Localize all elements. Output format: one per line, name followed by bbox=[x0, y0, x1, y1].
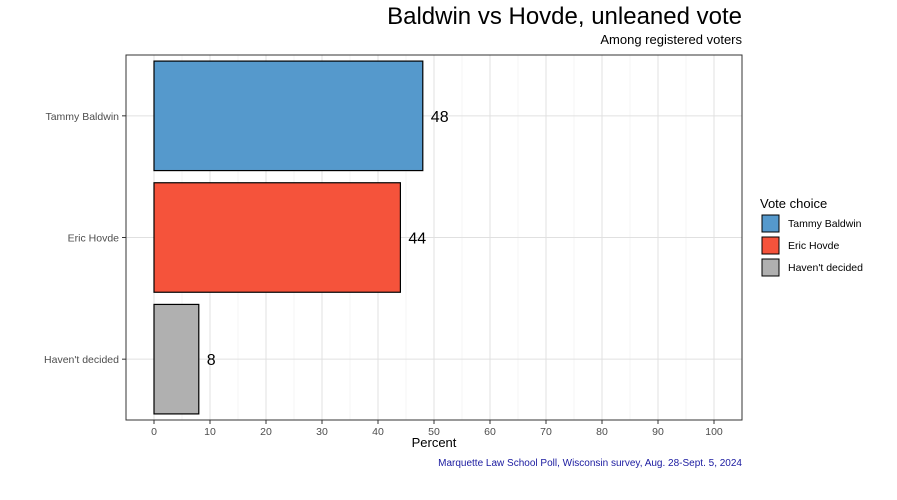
data-label: 44 bbox=[408, 231, 426, 248]
y-tick-label: Eric Hovde bbox=[68, 233, 120, 245]
x-tick-label: 90 bbox=[652, 426, 664, 438]
x-tick-label: 20 bbox=[260, 426, 272, 438]
x-tick-label: 80 bbox=[596, 426, 608, 438]
x-tick-label: 0 bbox=[151, 426, 157, 438]
x-tick-label: 70 bbox=[540, 426, 552, 438]
legend-swatch bbox=[761, 258, 780, 277]
chart-title: Baldwin vs Hovde, unleaned vote bbox=[387, 3, 742, 30]
bars bbox=[153, 60, 424, 415]
bar-eric-hovde bbox=[153, 182, 401, 293]
x-axis-ticks: 0 10 20 30 40 50 60 70 80 90 100 bbox=[151, 420, 723, 438]
bar-tammy-baldwin bbox=[153, 60, 424, 172]
legend-swatch bbox=[761, 214, 780, 233]
chart-caption: Marquette Law School Poll, Wisconsin sur… bbox=[438, 458, 742, 469]
legend-title: Vote choice bbox=[760, 196, 827, 211]
x-axis-title: Percent bbox=[412, 435, 457, 450]
chart-subtitle: Among registered voters bbox=[600, 32, 742, 47]
legend: Vote choice Tammy Baldwin Eric Hovde Haven… bbox=[760, 196, 863, 277]
x-tick-label: 40 bbox=[372, 426, 384, 438]
legend-label: Tammy Baldwin bbox=[788, 218, 862, 230]
bar-haven-t-decided bbox=[153, 303, 200, 415]
legend-label: Eric Hovde bbox=[788, 240, 840, 252]
data-label: 8 bbox=[207, 352, 216, 369]
legend-label: Haven't decided bbox=[788, 262, 863, 274]
data-labels: 48 44 8 bbox=[207, 109, 449, 369]
data-label: 48 bbox=[431, 109, 449, 126]
x-tick-label: 100 bbox=[705, 426, 723, 438]
y-tick-label: Haven't decided bbox=[44, 354, 119, 366]
y-axis-ticks: Tammy Baldwin Eric Hovde Haven't decided bbox=[44, 111, 126, 366]
x-tick-label: 60 bbox=[484, 426, 496, 438]
x-tick-label: 10 bbox=[204, 426, 216, 438]
x-tick-label: 30 bbox=[316, 426, 328, 438]
legend-swatch bbox=[761, 236, 780, 255]
x-tick-label: 50 bbox=[428, 426, 440, 438]
y-tick-label: Tammy Baldwin bbox=[45, 111, 119, 123]
